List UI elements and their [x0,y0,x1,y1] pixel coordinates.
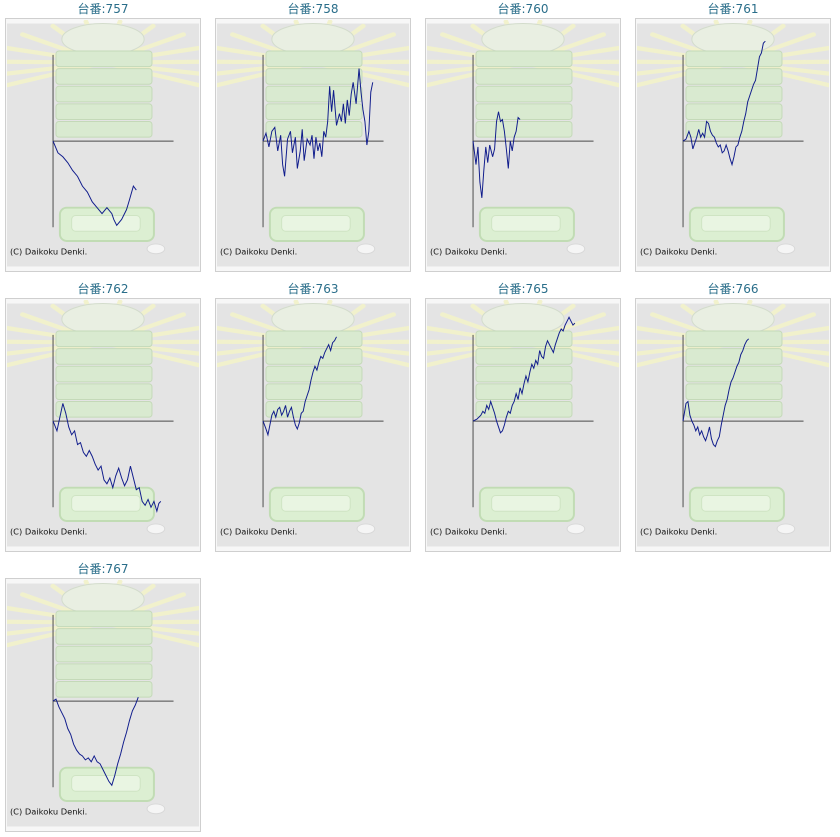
copyright-text: (C) Daikoku Denki. [430,247,507,257]
machine-number-title: 台番:765 [497,282,549,296]
graph-panel: (C) Daikoku Denki. [635,18,831,272]
graph-panel: (C) Daikoku Denki. [5,578,201,832]
pachislot-machine-watermark [7,580,199,827]
payout-series-line [262,336,337,437]
graph-panel: (C) Daikoku Denki. [635,298,831,552]
machine-number-title: 台番:761 [707,2,759,16]
graph-panel: (C) Daikoku Denki. [5,298,201,552]
machine-graph-card: 台番:760 (C) Daikoku Denki. [425,0,621,272]
copyright-text: (C) Daikoku Denki. [220,247,297,257]
pachislot-machine-watermark [427,20,619,267]
machine-graph-card: 台番:761 (C) Daikoku Denki. [635,0,831,272]
machine-number-title: 台番:762 [77,282,129,296]
machine-number-title: 台番:757 [77,2,129,16]
payout-series-line [52,403,162,514]
copyright-text: (C) Daikoku Denki. [430,527,507,537]
graph-panel: (C) Daikoku Denki. [425,298,621,552]
payout-series-line [472,316,576,434]
machine-graph-card: 台番:757 (C) Daikoku Denki. [5,0,201,272]
pachislot-machine-watermark [217,300,409,547]
pachislot-machine-watermark [637,300,829,547]
payout-line-chart: (C) Daikoku Denki. [637,20,829,267]
copyright-text: (C) Daikoku Denki. [640,247,717,257]
machine-graph-card: 台番:767 (C) Daikoku Denki. [5,560,201,832]
machine-number-title: 台番:758 [287,2,339,16]
payout-line-chart: (C) Daikoku Denki. [427,20,619,267]
payout-series-line [262,68,374,177]
payout-line-chart: (C) Daikoku Denki. [7,580,199,827]
machine-graph-card: 台番:758 (C) Daikoku Denki. [215,0,411,272]
copyright-text: (C) Daikoku Denki. [220,527,297,537]
payout-series-line [472,111,521,198]
machine-graph-card: 台番:765 (C) Daikoku Denki. [425,280,621,552]
machine-number-title: 台番:766 [707,282,759,296]
machine-number-title: 台番:767 [77,562,129,576]
payout-series-line [52,140,137,227]
payout-line-chart: (C) Daikoku Denki. [7,300,199,547]
copyright-text: (C) Daikoku Denki. [640,527,717,537]
payout-series-line [682,40,766,167]
copyright-text: (C) Daikoku Denki. [10,247,87,257]
pachislot-machine-watermark [7,300,199,547]
payout-series-line [682,338,750,448]
payout-line-chart: (C) Daikoku Denki. [217,20,409,267]
machine-number-title: 台番:760 [497,2,549,16]
machine-graph-card: 台番:762 (C) Daikoku Denki. [5,280,201,552]
graph-panel: (C) Daikoku Denki. [5,18,201,272]
payout-line-chart: (C) Daikoku Denki. [427,300,619,547]
pachislot-machine-watermark [7,20,199,267]
machine-number-title: 台番:763 [287,282,339,296]
graph-panel: (C) Daikoku Denki. [425,18,621,272]
graph-panel: (C) Daikoku Denki. [215,18,411,272]
payout-line-chart: (C) Daikoku Denki. [7,20,199,267]
pachislot-machine-watermark [637,20,829,267]
payout-line-chart: (C) Daikoku Denki. [217,300,409,547]
pachislot-machine-watermark [217,20,409,267]
copyright-text: (C) Daikoku Denki. [10,807,87,817]
payout-line-chart: (C) Daikoku Denki. [637,300,829,547]
payout-series-line [52,696,139,787]
pachislot-machine-watermark [427,300,619,547]
machine-graph-card: 台番:763 (C) Daikoku Denki. [215,280,411,552]
graph-panel: (C) Daikoku Denki. [215,298,411,552]
copyright-text: (C) Daikoku Denki. [10,527,87,537]
machine-graph-card: 台番:766 (C) Daikoku Denki. [635,280,831,552]
